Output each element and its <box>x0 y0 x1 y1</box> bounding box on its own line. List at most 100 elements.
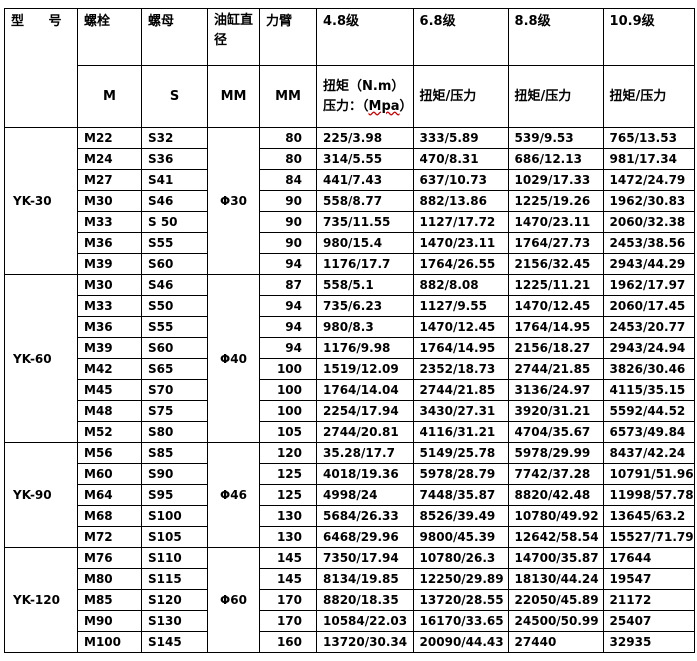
table-row: M39 S60 94 1176/9.98 1764/14.95 2156/18.27 294… <box>5 337 695 359</box>
grade88-cell: 1470/23.11 <box>507 211 604 233</box>
table-row: M33 S 50 90 735/11.55 1127/17.72 1470/23.11 20… <box>5 211 695 233</box>
grade68-cell: 7448/35.87 <box>412 484 509 506</box>
grade88-cell: 12642/58.54 <box>507 526 604 548</box>
grade88-cell: 10780/49.92 <box>507 505 604 527</box>
grade88-cell: 3920/31.21 <box>507 400 604 422</box>
grade68-cell: 470/8.31 <box>412 148 509 170</box>
torque-pressure-label: 扭矩/压力 <box>412 65 509 128</box>
bolt-cell: M27 <box>77 169 142 191</box>
arm-cell: 130 <box>259 526 317 548</box>
grade68-cell: 882/8.08 <box>412 274 509 296</box>
table-row: M85 S120 170 8820/18.35 13720/28.55 22050/45.… <box>5 589 695 611</box>
grade48-cell: 5684/26.33 <box>316 505 414 527</box>
grade109-cell: 13645/63.2 <box>602 505 695 527</box>
bolt-cell: M39 <box>77 337 142 359</box>
nut-cell: S55 <box>141 232 208 254</box>
arm-cell: 94 <box>259 253 317 275</box>
table-row: M80 S115 145 8134/19.85 12250/29.89 18130/44.… <box>5 568 695 590</box>
unit-row: M S MM MM 扭矩（N.m） 压力：（Mpa） 扭矩/压力 扭矩/压力 扭矩… <box>5 65 695 128</box>
grade68-cell: 2744/21.85 <box>412 379 509 401</box>
nut-cell: S95 <box>141 484 208 506</box>
table-row: M72 S105 130 6468/29.96 9800/45.39 12642/58.5… <box>5 526 695 548</box>
grade48-cell: 735/11.55 <box>316 211 414 233</box>
grade48-cell: 1764/14.04 <box>316 379 414 401</box>
arm-cell: 94 <box>259 295 317 317</box>
bolt-cell: M33 <box>77 295 142 317</box>
grade109-cell: 10791/51.96 <box>602 463 695 485</box>
grade88-cell: 1225/19.26 <box>507 190 604 212</box>
grade68-cell: 10780/26.3 <box>412 547 509 569</box>
bolt-cell: M48 <box>77 400 142 422</box>
grade48-cell: 441/7.43 <box>316 169 414 191</box>
grade68-cell: 16170/33.65 <box>412 610 509 632</box>
grade-header: 6.8级 <box>412 8 509 66</box>
grade88-cell: 1225/11.21 <box>507 274 604 296</box>
nut-unit: S <box>141 65 208 128</box>
nut-cell: S90 <box>141 463 208 485</box>
cylinder-cell: Φ46 <box>207 442 260 548</box>
grade109-cell: 2453/38.56 <box>602 232 695 254</box>
grade88-cell: 5978/29.99 <box>507 442 604 464</box>
model-header: 型 号 <box>4 8 78 128</box>
nut-cell: S36 <box>141 148 208 170</box>
cylinder-cell: Φ30 <box>207 127 260 275</box>
nut-cell: S75 <box>141 400 208 422</box>
table-row: M100 S145 160 13720/30.34 20090/44.43 27440 32… <box>5 631 695 653</box>
grade48-cell: 980/8.3 <box>316 316 414 338</box>
arm-cell: 90 <box>259 190 317 212</box>
bolt-unit: M <box>77 65 142 128</box>
arm-cell: 120 <box>259 442 317 464</box>
grade109-cell: 1472/24.79 <box>602 169 695 191</box>
grade68-cell: 1764/14.95 <box>412 337 509 359</box>
table-row: YK-30 M22 S32 Φ30 80 225/3.98 333/5.89 539/9.53… <box>4 127 695 275</box>
nut-cell: S60 <box>141 253 208 275</box>
arm-cell: 87 <box>259 274 317 296</box>
arm-cell: 90 <box>259 232 317 254</box>
cylinder-header: 油缸直径 <box>207 8 260 66</box>
table-row: M36 S55 94 980/8.3 1470/12.45 1764/14.95 2453/… <box>5 316 695 338</box>
nut-cell: S70 <box>141 379 208 401</box>
arm-cell: 145 <box>259 547 317 569</box>
arm-cell: 90 <box>259 211 317 233</box>
arm-cell: 125 <box>259 484 317 506</box>
table-row: M52 S80 105 2744/20.81 4116/31.21 4704/35.67 6… <box>5 421 695 443</box>
pressure-label: 压力：（ <box>323 98 369 114</box>
bolt-cell: M60 <box>77 463 142 485</box>
grade109-cell: 2060/32.38 <box>602 211 695 233</box>
nut-cell: S120 <box>141 589 208 611</box>
bolt-cell: M56 <box>77 442 142 464</box>
bolt-cell: M36 <box>77 232 142 254</box>
bolt-cell: M72 <box>77 526 142 548</box>
grade88-cell: 686/12.13 <box>507 148 604 170</box>
spec-table: 型 号 螺栓 螺母 油缸直径 力臂 4.8级 6.8级 8.8级 10.9级 M… <box>4 8 695 653</box>
grade48-cell: 735/6.23 <box>316 295 414 317</box>
nut-cell: S115 <box>141 568 208 590</box>
grade88-cell: 2156/32.45 <box>507 253 604 275</box>
grade48-cell: 4018/19.36 <box>316 463 414 485</box>
grade88-cell: 8820/42.48 <box>507 484 604 506</box>
grade68-cell: 5978/28.79 <box>412 463 509 485</box>
grade109-cell: 2060/17.45 <box>602 295 695 317</box>
grade48-cell: 558/8.77 <box>316 190 414 212</box>
grade68-cell: 3430/27.31 <box>412 400 509 422</box>
grade48-cell: 4998/24 <box>316 484 414 506</box>
grade109-cell: 2943/44.29 <box>602 253 695 275</box>
grade88-cell: 1029/17.33 <box>507 169 604 191</box>
nut-cell: S85 <box>141 442 208 464</box>
nut-cell: S145 <box>141 631 208 653</box>
grade109-cell: 19547 <box>602 568 695 590</box>
grade68-cell: 882/13.86 <box>412 190 509 212</box>
grade88-cell: 24500/50.99 <box>507 610 604 632</box>
grade88-cell: 4704/35.67 <box>507 421 604 443</box>
grade109-cell: 5592/44.52 <box>602 400 695 422</box>
table-row: M30 S46 90 558/8.77 882/13.86 1225/19.26 1962/… <box>5 190 695 212</box>
grade109-cell: 4115/35.15 <box>602 379 695 401</box>
table-row: M60 S90 125 4018/19.36 5978/28.79 7742/37.28 1… <box>5 463 695 485</box>
table-row: M39 S60 94 1176/17.7 1764/26.55 2156/32.45 294… <box>5 253 695 275</box>
cylinder-cell: Φ60 <box>207 547 260 653</box>
grade109-cell: 2453/20.77 <box>602 316 695 338</box>
bolt-cell: M30 <box>77 190 142 212</box>
table-row: M36 S55 90 980/15.4 1470/23.11 1764/27.73 2453… <box>5 232 695 254</box>
grade68-cell: 4116/31.21 <box>412 421 509 443</box>
arm-cell: 94 <box>259 337 317 359</box>
